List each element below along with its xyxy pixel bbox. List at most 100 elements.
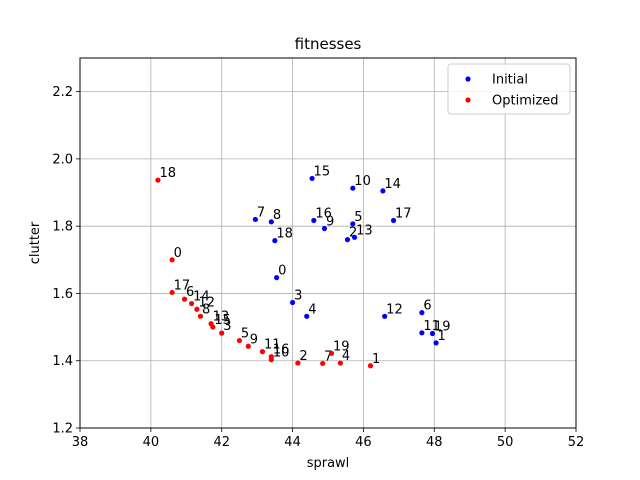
legend-marker-optimized [465, 97, 471, 103]
optimized-point-label: 7 [324, 349, 332, 364]
optimized-point [197, 313, 204, 319]
initial-point-label: 6 [423, 299, 431, 314]
optimized-point-label: 1 [372, 352, 380, 367]
initial-point [304, 313, 310, 319]
initial-point [252, 216, 258, 223]
x-tick-label: 42 [213, 435, 230, 450]
legend: Initial Optimized [447, 63, 571, 115]
optimized-point-label: 0 [174, 246, 182, 261]
initial-point-label: 8 [273, 208, 281, 223]
initial-point-label: 15 [314, 164, 331, 179]
axis-ticks: 38 40 42 44 46 48 50 521.21.41.61.82.02.2 [52, 85, 584, 450]
initial-point-label: 7 [257, 205, 265, 220]
initial-point [344, 237, 351, 243]
initial-point-label: 14 [384, 177, 401, 192]
optimized-point [219, 330, 225, 336]
initial-point-label: 1 [438, 329, 446, 344]
initial-point-label: 16 [315, 206, 332, 221]
optimized-point-label: 2 [299, 349, 307, 364]
x-tick-label: 46 [355, 435, 372, 450]
optimized-point [295, 360, 301, 366]
optimized-point [320, 360, 326, 367]
initial-point-label: 10 [354, 174, 371, 189]
y-tick-label: 1.2 [52, 422, 73, 437]
y-tick-label: 1.8 [52, 220, 73, 235]
optimized-point [236, 337, 243, 344]
optimized-point [210, 324, 216, 330]
initial-point-label: 2 [349, 226, 357, 241]
initial-point-label: 5 [354, 210, 362, 225]
optimized-point-label: 19 [333, 339, 350, 354]
optimized-point-label: 8 [202, 302, 210, 317]
initial-point [268, 219, 274, 225]
optimized-point-label: 16 [273, 343, 290, 358]
optimized-point [169, 289, 175, 296]
x-tick-label: 40 [143, 435, 160, 450]
initial-point-label: 3 [294, 289, 302, 304]
y-tick-label: 1.6 [52, 287, 73, 302]
optimized-point-label: 10 [273, 346, 290, 361]
optimized-point-label: 5 [241, 327, 249, 342]
initial-point [380, 188, 386, 194]
chart-title: fitnesses [295, 35, 362, 53]
legend-label-initial: Initial [492, 73, 528, 88]
optimized-point-label: 12 [198, 295, 215, 310]
initial-point [289, 299, 296, 306]
initial-point-label: 11 [423, 319, 440, 334]
optimized-point-label: 15 [214, 313, 231, 328]
initial-point [350, 221, 356, 227]
initial-point [272, 238, 278, 244]
optimized-point [245, 343, 251, 349]
optimized-point [337, 360, 343, 366]
y-tick-label: 2.0 [52, 152, 73, 167]
optimized-point-label: 17 [174, 278, 191, 293]
y-axis-label: clutter [28, 221, 43, 264]
x-tick-label: 38 [72, 435, 89, 450]
optimized-point-label: 3 [223, 319, 231, 334]
initial-point-label: 0 [278, 264, 286, 279]
initial-point-label: 12 [386, 302, 403, 317]
optimized-point [189, 300, 195, 307]
optimized-point [181, 296, 188, 302]
initial-point [309, 175, 315, 182]
initial-point [433, 340, 439, 346]
initial-point-label: 18 [276, 227, 293, 242]
optimized-point-label: 4 [342, 349, 350, 364]
initial-point-label: 17 [395, 206, 412, 221]
legend-box [447, 63, 571, 115]
optimized-point-label: 9 [250, 332, 258, 347]
optimized-point-label: 14 [193, 290, 210, 305]
initial-point [419, 310, 425, 316]
optimized-point-label: 6 [186, 285, 194, 300]
x-tick-label: 44 [284, 435, 301, 450]
initial-point-label: 4 [308, 302, 316, 317]
x-axis-label: sprawl [307, 456, 350, 471]
optimized-point [169, 257, 175, 263]
optimized-point [367, 363, 374, 369]
legend-label-optimized: Optimized [492, 94, 559, 109]
y-tick-label: 2.2 [52, 85, 73, 100]
x-tick-label: 52 [568, 435, 585, 450]
optimized-point [155, 177, 161, 183]
optimized-point [259, 349, 266, 355]
x-tick-label: 50 [497, 435, 514, 450]
initial-point-label: 13 [356, 223, 373, 238]
initial-point [429, 330, 436, 337]
initial-point [419, 330, 425, 336]
initial-point [351, 234, 358, 240]
optimized-point [328, 350, 335, 356]
initial-point [274, 275, 280, 281]
initial-point [321, 225, 328, 232]
initial-point [390, 217, 397, 224]
plot-area-frame [79, 57, 577, 429]
optimized-point-label: 18 [159, 166, 176, 181]
initial-point-label: 19 [434, 319, 451, 334]
x-tick-label: 48 [426, 435, 443, 450]
optimized-point-label: 11 [264, 338, 281, 353]
legend-marker-initial [465, 76, 471, 82]
y-tick-label: 1.4 [52, 354, 73, 369]
optimized-point [268, 354, 274, 360]
